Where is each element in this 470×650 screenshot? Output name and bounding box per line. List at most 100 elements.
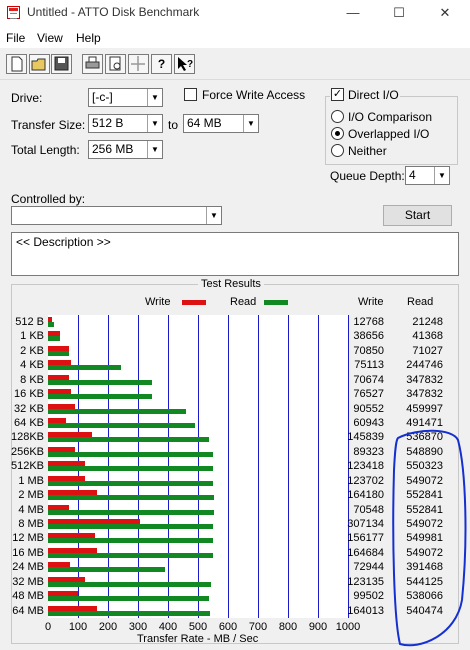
chevron-down-icon: ▼ (206, 207, 221, 224)
write-bar (48, 576, 85, 582)
window-title: Untitled - ATTO Disk Benchmark (27, 5, 200, 19)
write-value: 123418 (347, 460, 384, 473)
write-bar (48, 389, 71, 395)
context-help-icon[interactable]: ? (174, 54, 195, 74)
x-tick-label: 700 (248, 621, 268, 633)
write-bar (48, 461, 86, 467)
new-icon[interactable] (6, 54, 27, 74)
x-tick-label: 400 (158, 621, 178, 633)
chart-plot-area (48, 315, 349, 618)
overlapped-io-radio[interactable] (331, 127, 344, 140)
queue-depth-label: Queue Depth: (330, 169, 405, 183)
write-bar (48, 533, 95, 539)
controlled-by-select[interactable]: ▼ (11, 206, 222, 225)
write-value: 156177 (347, 532, 384, 545)
read-bar (48, 509, 214, 515)
close-button[interactable]: ✕ (439, 5, 451, 20)
category-label: 1 KB (20, 330, 44, 343)
x-tick-label: 800 (278, 621, 298, 633)
write-bar (48, 331, 60, 337)
chevron-down-icon: ▼ (147, 141, 162, 158)
legend-write-label: Write (145, 296, 171, 308)
total-length-select[interactable]: 256 MB ▼ (88, 140, 163, 159)
menu-file[interactable]: File (6, 31, 26, 45)
write-value: 123135 (347, 575, 384, 588)
write-value: 89323 (353, 445, 384, 458)
read-bar (48, 423, 196, 428)
help-icon[interactable]: ? (151, 54, 172, 74)
app-icon (7, 6, 20, 19)
write-bar (48, 374, 70, 380)
category-label: 16 MB (12, 546, 44, 559)
category-label: 512 B (15, 316, 44, 328)
menu-view[interactable]: View (37, 31, 63, 45)
gridline (227, 315, 229, 618)
read-bar (48, 567, 166, 573)
io-comparison-radio[interactable] (331, 110, 344, 123)
open-icon[interactable] (29, 54, 50, 74)
category-label: 2 MB (18, 489, 44, 502)
direct-io-checkbox[interactable]: ✓ (331, 88, 344, 101)
print-icon[interactable] (82, 54, 103, 74)
force-write-checkbox[interactable] (184, 88, 197, 101)
read-value: 41368 (412, 330, 443, 343)
description-textarea[interactable]: << Description >> (11, 232, 459, 276)
write-bar (48, 591, 78, 597)
legend-read-swatch (264, 300, 288, 305)
write-value: 70674 (353, 373, 384, 386)
category-label: 512KB (10, 460, 44, 473)
menu-help[interactable]: Help (76, 31, 101, 45)
category-label: 64 KB (14, 417, 44, 429)
read-value: 549072 (406, 474, 443, 487)
read-value: 347832 (406, 388, 443, 401)
write-value: 164180 (347, 489, 384, 502)
maximize-button[interactable]: ☐ (393, 5, 405, 20)
drive-select[interactable]: [-c-] ▼ (88, 88, 163, 107)
write-bar (48, 605, 98, 611)
write-bar (48, 446, 75, 452)
category-label: 2 KB (20, 344, 44, 357)
read-value: 536870 (406, 431, 443, 444)
read-bar (48, 408, 186, 414)
category-label: 12 MB (12, 532, 44, 545)
category-label: 4 MB (18, 503, 44, 516)
read-value: 491471 (406, 417, 443, 429)
read-value: 549072 (406, 518, 443, 530)
neither-radio[interactable] (331, 144, 344, 157)
read-value: 549072 (406, 546, 443, 559)
print-preview-icon[interactable] (105, 54, 126, 74)
save-icon[interactable] (51, 54, 72, 74)
write-value: 164013 (347, 604, 384, 617)
legend-write-swatch (182, 300, 206, 305)
read-bar (48, 552, 213, 558)
start-button[interactable]: Start (383, 205, 452, 226)
hand-drawn-circle-annotation (392, 429, 467, 647)
write-bar (48, 317, 52, 322)
write-value: 70850 (353, 344, 384, 357)
chevron-down-icon: ▼ (243, 115, 258, 132)
gridline (347, 315, 349, 618)
legend-read-label: Read (230, 296, 257, 308)
minimize-button[interactable]: — (346, 5, 360, 20)
category-label: 32 KB (14, 402, 44, 415)
move-icon[interactable] (128, 54, 149, 74)
transfer-size-from-select[interactable]: 512 B ▼ (88, 114, 163, 133)
write-bar (48, 403, 76, 409)
read-bar (48, 524, 213, 529)
queue-depth-select[interactable]: 4 ▼ (405, 166, 450, 185)
transfer-from-value: 512 B (92, 116, 124, 130)
force-write-label: Force Write Access (202, 88, 306, 102)
direct-io-label: Direct I/O (348, 88, 399, 102)
title-bar (0, 0, 470, 26)
read-bar (48, 379, 153, 385)
total-length-label: Total Length: (11, 143, 80, 157)
read-bar (48, 451, 213, 457)
read-bar (48, 394, 153, 400)
read-bar (48, 437, 210, 443)
write-bar (48, 519, 141, 524)
write-bar (48, 547, 98, 553)
write-value: 76527 (353, 388, 384, 401)
neither-label: Neither (348, 144, 387, 158)
transfer-size-to-select[interactable]: 64 MB ▼ (183, 114, 259, 133)
